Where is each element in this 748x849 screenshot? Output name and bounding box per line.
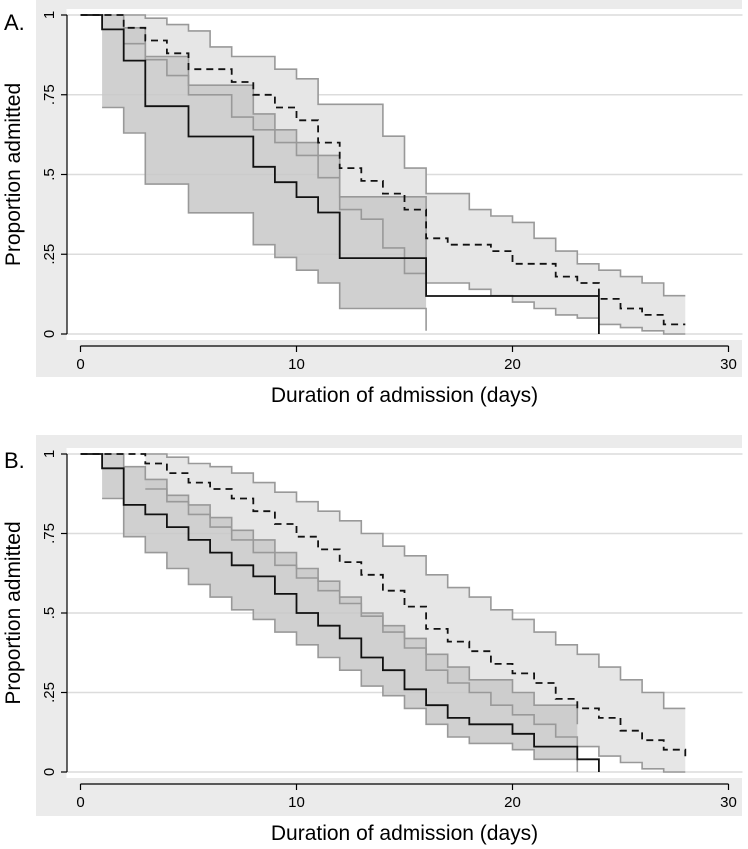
panel-a: 0 10 20 30 0 .25 .5 .75 1 Duration of admission (…: [2, 0, 743, 407]
x-tick-label: 30: [720, 356, 737, 373]
solid-survival-line: [80, 14, 600, 334]
solid-ci-lower: [102, 106, 427, 331]
solid-survival-line: [80, 453, 600, 772]
y-tick-label: 0: [41, 768, 58, 776]
y-tick-label: 0: [41, 330, 58, 338]
solid-ci-upper: [102, 453, 579, 725]
y-axis-title: Proportion admitted: [2, 83, 25, 266]
panel-label-a: A.: [4, 10, 25, 35]
solid-ci-band: [102, 454, 578, 772]
dashed-ci-band: [145, 454, 686, 772]
y-tick-label: .25: [41, 244, 58, 265]
x-axis-title: Duration of admission (days): [271, 822, 538, 845]
y-tick-label: 1: [41, 450, 58, 458]
y-tick-label: 1: [41, 11, 58, 19]
x-tick-label: 20: [504, 356, 521, 373]
y-axis-title: Proportion admitted: [2, 521, 25, 704]
x-tick-label: 10: [288, 794, 305, 811]
x-tick-label: 0: [76, 356, 84, 373]
panel-b: 0 10 20 30 0 .25 .5 .75 1 Duration of admission (…: [2, 435, 743, 845]
y-tick-label: .5: [41, 607, 58, 620]
dashed-survival-line: [80, 14, 686, 326]
solid-ci-lower: [102, 497, 579, 772]
panel-label-b: B.: [4, 448, 25, 473]
y-tick-label: .75: [41, 523, 58, 544]
x-tick-label: 20: [504, 794, 521, 811]
dashed-ci-band: [123, 15, 686, 334]
dashed-ci-lower: [145, 488, 686, 773]
x-tick-label: 30: [720, 794, 737, 811]
x-tick-label: 0: [76, 794, 84, 811]
y-tick-label: .5: [41, 168, 58, 181]
solid-ci-band: [102, 15, 427, 331]
x-axis-title: Duration of admission (days): [271, 384, 538, 407]
y-tick-label: .75: [41, 84, 58, 105]
y-tick-label: .25: [41, 682, 58, 703]
dashed-ci-upper: [145, 453, 686, 710]
dashed-ci-upper: [123, 14, 686, 297]
x-tick-label: 10: [288, 356, 305, 373]
